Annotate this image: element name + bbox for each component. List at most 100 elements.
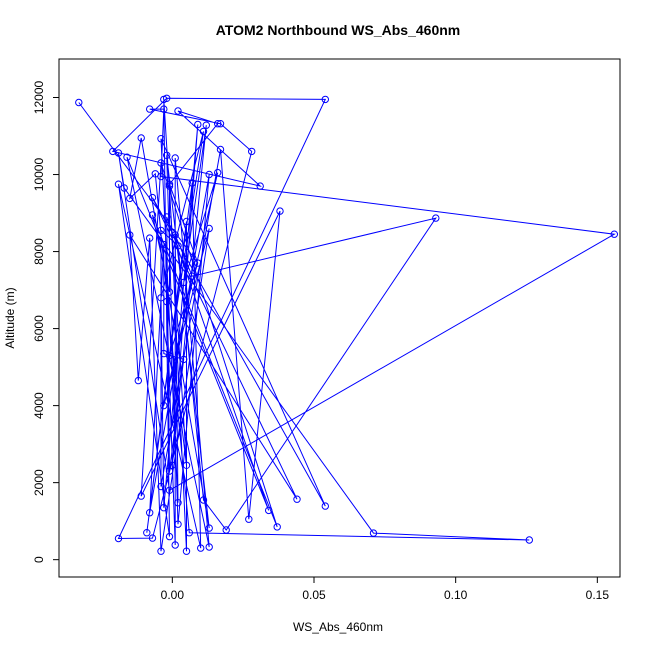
data-point: [157, 226, 165, 235]
data-point: [146, 509, 154, 517]
data-point: [256, 182, 264, 190]
y-tick-label: 10000: [32, 158, 46, 192]
x-tick-label: 0.10: [444, 588, 468, 602]
data-point: [180, 278, 188, 287]
data-point: [137, 134, 145, 142]
data-point: [188, 272, 196, 280]
data-point: [248, 147, 256, 156]
data-point: [114, 180, 123, 188]
data-point: [202, 121, 211, 129]
data-point: [157, 482, 165, 491]
data-point: [148, 211, 157, 219]
data-point: [126, 194, 134, 203]
data-point: [143, 529, 151, 537]
x-axis-label: WS_Abs_460nm: [293, 620, 383, 634]
data-point: [197, 544, 205, 552]
data-point: [265, 506, 273, 515]
data-point: [185, 529, 194, 537]
x-tick-label: 0.00: [161, 588, 185, 602]
data-point: [205, 224, 213, 233]
x-axis: 0.00 0.05 0.10 0.15: [161, 577, 610, 602]
data-point: [165, 486, 174, 494]
data-point: [123, 153, 131, 161]
data-point: [199, 496, 208, 504]
data-point: [165, 180, 174, 188]
data-point: [180, 355, 188, 364]
data-point: [146, 234, 154, 242]
data-point: [120, 184, 128, 192]
data-point: [137, 492, 145, 500]
y-tick-label: 6000: [32, 315, 46, 342]
data-point: [199, 127, 208, 136]
data-point: [171, 541, 179, 549]
data-point: [163, 213, 171, 221]
data-point: [148, 534, 157, 542]
data-point: [165, 182, 174, 190]
data-point: [157, 135, 165, 143]
data-point: [610, 230, 618, 238]
data-point: [205, 543, 213, 551]
data-point: [163, 297, 171, 306]
plot-frame: [58, 58, 621, 578]
y-axis: 0 2000 4000 6000 8000 10000 12000: [32, 81, 59, 563]
data-point: [165, 351, 174, 360]
data-point: [273, 523, 281, 531]
data-point: [205, 524, 213, 532]
data-point: [205, 170, 213, 179]
data-point: [114, 149, 123, 157]
data-point: [146, 105, 154, 113]
data-point: [321, 502, 329, 510]
data-point: [321, 95, 329, 104]
data-point: [165, 288, 174, 296]
data-point: [165, 532, 174, 541]
x-tick-label: 0.05: [302, 588, 326, 602]
data-point: [171, 154, 179, 162]
chart-title: ATOM2 Northbound WS_Abs_460nm: [216, 22, 461, 38]
data-point: [157, 159, 165, 167]
data-point: [276, 207, 284, 215]
x-tick-label: 0.15: [586, 588, 610, 602]
data-point: [174, 520, 182, 528]
data-point: [160, 401, 168, 410]
data-point: [194, 120, 202, 129]
data-point: [174, 107, 182, 115]
data-point: [126, 231, 134, 239]
data-point: [525, 536, 533, 544]
data-point: [148, 193, 157, 202]
data-point: [182, 217, 191, 226]
series-altitude-profile: [75, 94, 618, 555]
data-point: [157, 547, 165, 555]
data-point: [134, 376, 143, 385]
data-point: [369, 529, 378, 537]
data-point: [174, 242, 182, 250]
y-tick-label: 4000: [32, 392, 46, 419]
data-point: [214, 120, 222, 128]
data-point: [245, 515, 253, 523]
data-point: [165, 467, 174, 475]
data-point: [160, 240, 168, 249]
data-point: [293, 495, 301, 503]
data-point: [168, 461, 177, 469]
data-point: [160, 95, 168, 104]
data-point: [160, 105, 168, 113]
data-point: [194, 259, 202, 267]
y-tick-label: 0: [32, 556, 46, 563]
data-point: [157, 294, 165, 302]
data-point: [182, 461, 191, 469]
data-point: [75, 98, 83, 107]
y-tick-label: 12000: [32, 81, 46, 115]
y-tick-label: 2000: [32, 469, 46, 496]
data-point: [214, 168, 222, 177]
data-point: [168, 228, 177, 237]
data-point: [114, 534, 123, 543]
series-line: [78, 97, 616, 552]
y-tick-label: 8000: [32, 238, 46, 265]
data-point: [160, 504, 168, 512]
y-axis-label: Altitude (m): [3, 287, 17, 348]
data-point: [188, 179, 196, 187]
data-point: [174, 499, 182, 507]
data-point: [163, 151, 171, 160]
data-point: [216, 120, 225, 128]
data-point: [182, 547, 191, 555]
